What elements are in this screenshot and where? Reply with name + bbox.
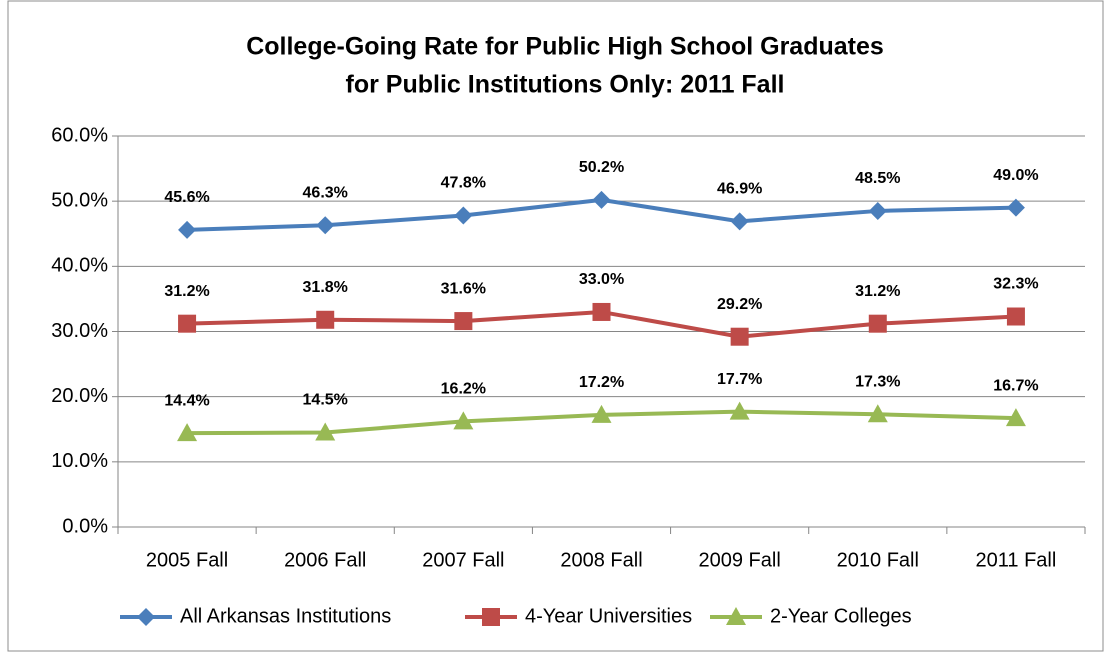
y-tick-label: 10.0%: [51, 450, 108, 472]
marker: [316, 310, 335, 329]
data-label: 16.7%: [993, 377, 1038, 394]
marker: [1005, 408, 1026, 427]
data-label: 29.2%: [717, 296, 762, 313]
data-label: 31.8%: [303, 279, 348, 296]
marker: [730, 327, 749, 346]
y-tick-label: 20.0%: [51, 385, 108, 407]
legend-label: All Arkansas Institutions: [180, 605, 391, 627]
marker: [178, 314, 197, 333]
marker: [867, 404, 888, 423]
data-label: 46.9%: [717, 181, 762, 198]
x-tick-label: 2008 Fall: [560, 549, 642, 571]
marker: [316, 216, 335, 235]
legend-label: 4-Year Universities: [525, 605, 692, 627]
data-label: 45.6%: [164, 189, 209, 206]
marker: [454, 312, 473, 331]
y-tick-label: 60.0%: [51, 124, 108, 146]
data-label: 50.2%: [579, 159, 624, 176]
data-label: 14.5%: [303, 392, 348, 409]
data-label: 14.4%: [164, 392, 209, 409]
x-tick-label: 2010 Fall: [837, 549, 919, 571]
marker: [178, 220, 197, 239]
y-tick-label: 40.0%: [51, 255, 108, 277]
data-label: 48.5%: [855, 170, 900, 187]
data-label: 49.0%: [993, 167, 1038, 184]
x-tick-label: 2006 Fall: [284, 549, 366, 571]
marker: [592, 302, 611, 321]
chart-title: for Public Institutions Only: 2011 Fall: [346, 71, 785, 99]
data-label: 31.2%: [164, 283, 209, 300]
legend-label: 2-Year Colleges: [770, 605, 912, 627]
marker: [453, 411, 474, 430]
x-tick-label: 2009 Fall: [699, 549, 781, 571]
data-label: 17.7%: [717, 371, 762, 388]
chart-title: College-Going Rate for Public High Schoo…: [246, 33, 884, 61]
y-tick-label: 50.0%: [51, 189, 108, 211]
marker: [730, 212, 749, 231]
data-label: 31.6%: [441, 280, 486, 297]
y-tick-label: 30.0%: [51, 320, 108, 342]
x-tick-label: 2007 Fall: [422, 549, 504, 571]
marker: [454, 206, 473, 225]
data-label: 47.8%: [441, 175, 486, 192]
marker: [868, 314, 887, 333]
marker: [729, 401, 750, 420]
legend-marker: [137, 608, 155, 626]
data-label: 16.2%: [441, 381, 486, 398]
data-label: 32.3%: [993, 276, 1038, 293]
marker: [1006, 307, 1025, 326]
marker: [177, 423, 198, 442]
legend-marker: [726, 607, 746, 625]
marker: [1006, 198, 1025, 217]
data-label: 46.3%: [303, 184, 348, 201]
marker: [592, 190, 611, 209]
y-tick-label: 0.0%: [62, 515, 108, 537]
marker: [868, 201, 887, 220]
x-tick-label: 2005 Fall: [146, 549, 228, 571]
marker: [591, 404, 612, 423]
legend-marker: [482, 608, 500, 626]
data-label: 17.2%: [579, 374, 624, 391]
marker: [315, 422, 336, 441]
x-tick-label: 2011 Fall: [976, 549, 1057, 571]
data-label: 31.2%: [855, 283, 900, 300]
data-label: 17.3%: [855, 373, 900, 390]
data-label: 33.0%: [579, 271, 624, 288]
